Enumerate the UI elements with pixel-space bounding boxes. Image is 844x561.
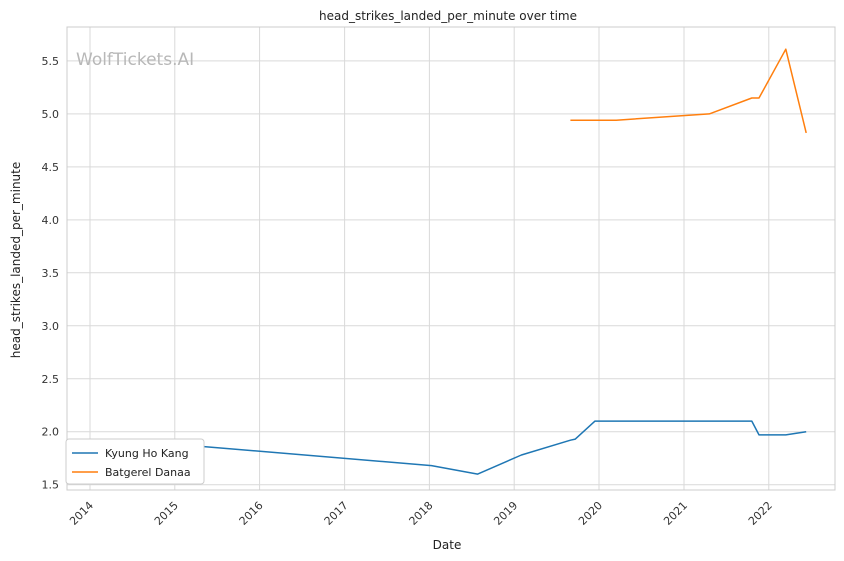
- y-tick-label: 3.5: [42, 267, 60, 280]
- y-axis-ticks: 1.5 2.0 2.5 3.0 3.5 4.0 4.5 5.0 5.5: [42, 55, 60, 492]
- legend-label: Batgerel Danaa: [105, 466, 191, 479]
- legend-label: Kyung Ho Kang: [105, 447, 189, 460]
- y-tick-label: 2.0: [42, 426, 60, 439]
- y-tick-label: 4.0: [42, 214, 60, 227]
- series-line-1: [570, 48, 807, 134]
- y-gridlines: [67, 60, 835, 486]
- y-tick-label: 5.0: [42, 108, 60, 121]
- legend: Kyung Ho Kang Batgerel Danaa: [65, 438, 205, 485]
- x-axis-title: Date: [433, 538, 462, 552]
- legend-box: [65, 438, 205, 485]
- y-tick-label: 3.0: [42, 320, 60, 333]
- y-tick-label: 4.5: [42, 161, 60, 174]
- y-tick-label: 5.5: [42, 55, 60, 68]
- plot-area-frame: [66, 26, 836, 491]
- watermark: WolfTickets.AI: [76, 50, 194, 70]
- y-tick-label: 1.5: [42, 479, 60, 492]
- chart-title: head_strikes_landed_per_minute over time: [319, 9, 577, 23]
- y-axis-title: head_strikes_landed_per_minute: [9, 162, 23, 359]
- x-gridlines: [89, 27, 770, 490]
- y-tick-label: 2.5: [42, 373, 60, 386]
